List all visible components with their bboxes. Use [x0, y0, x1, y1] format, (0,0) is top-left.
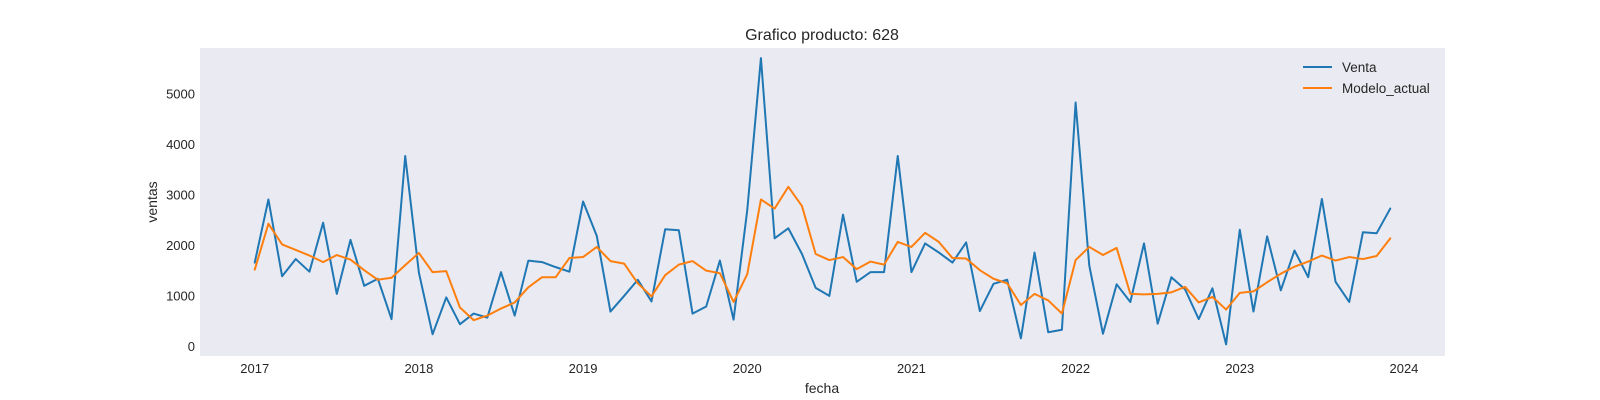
y-tick-label-2000: 2000 — [166, 238, 195, 253]
series-layer — [253, 57, 1392, 346]
x-tick-label-2019: 2019 — [569, 361, 598, 376]
y-tick-label-4000: 4000 — [166, 137, 195, 152]
y-axis-ticks: 0 1000 2000 3000 4000 5000 — [166, 86, 195, 353]
x-tick-label-2018: 2018 — [404, 361, 433, 376]
y-tick-label-1000: 1000 — [166, 288, 195, 303]
plot-background — [200, 48, 1445, 356]
x-tick-label-2023: 2023 — [1225, 361, 1254, 376]
x-axis-ticks: 2017 2018 2019 2020 2021 2022 2023 2024 — [240, 361, 1418, 376]
x-tick-label-2017: 2017 — [240, 361, 269, 376]
y-tick-label-5000: 5000 — [166, 86, 195, 101]
y-tick-label-0: 0 — [188, 339, 195, 354]
chart-title: Grafico producto: 628 — [745, 27, 899, 44]
x-tick-label-2022: 2022 — [1061, 361, 1090, 376]
series-line-venta — [253, 57, 1392, 346]
x-tick-label-2020: 2020 — [733, 361, 762, 376]
series-line-modelo-actual — [253, 185, 1392, 322]
x-axis-label: fecha — [805, 380, 839, 396]
legend-label-venta: Venta — [1342, 60, 1377, 75]
legend-label-modelo-actual: Modelo_actual — [1342, 81, 1430, 96]
x-tick-label-2021: 2021 — [897, 361, 926, 376]
x-tick-label-2024: 2024 — [1389, 361, 1418, 376]
y-axis-label: ventas — [144, 181, 160, 222]
y-tick-label-3000: 3000 — [166, 187, 195, 202]
legend: Venta Modelo_actual — [1303, 60, 1430, 96]
